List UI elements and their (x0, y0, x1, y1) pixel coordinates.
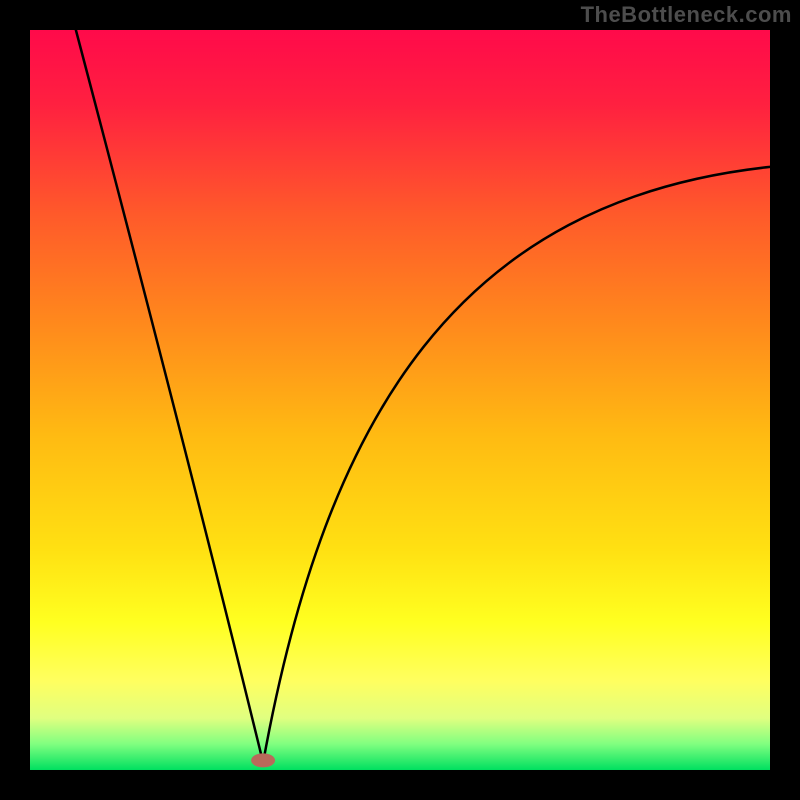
plot-background (30, 30, 770, 770)
chart-svg (0, 0, 800, 800)
watermark-text: TheBottleneck.com (581, 2, 792, 28)
vertex-marker (251, 753, 275, 767)
chart-container: TheBottleneck.com (0, 0, 800, 800)
